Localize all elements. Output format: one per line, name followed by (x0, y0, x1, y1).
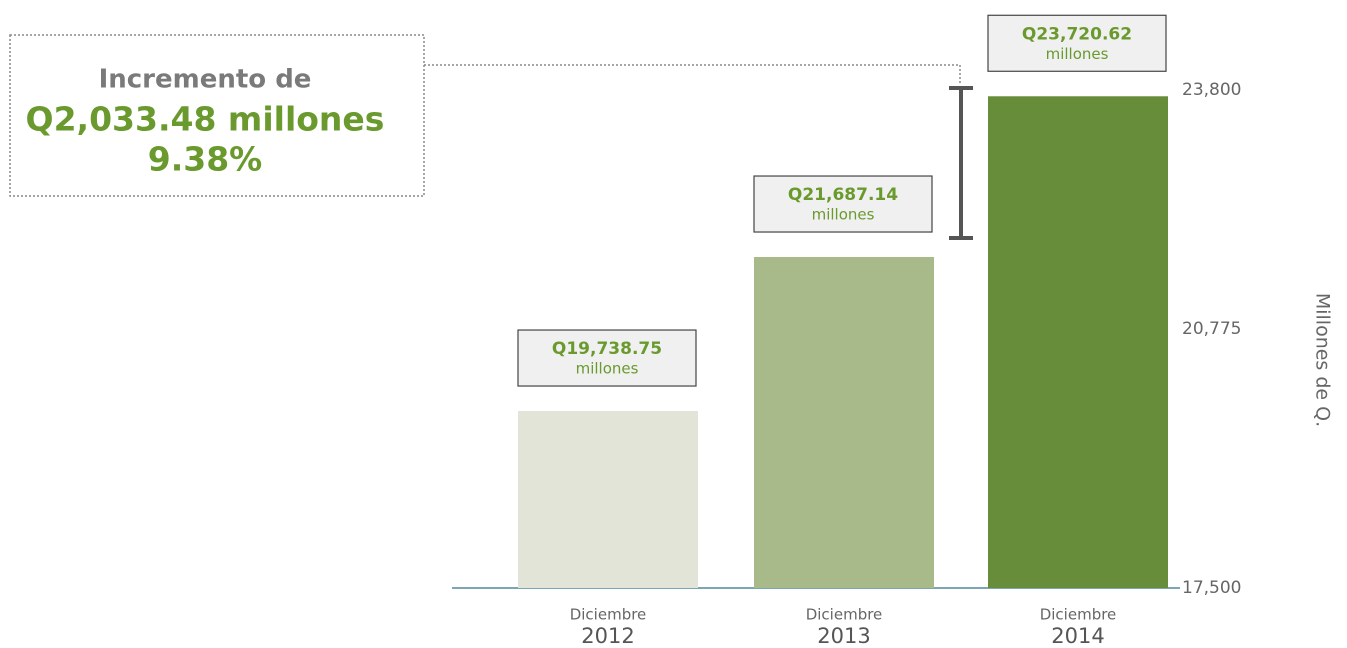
x-tick-month: Diciembre (570, 606, 647, 624)
x-tick-label: 2012 (581, 624, 634, 648)
y-tick-label: 17,500 (1182, 578, 1241, 598)
y-axis-label: Millones de Q. (1312, 293, 1334, 427)
annotation-text: Incremento de (99, 65, 312, 95)
value-label: Q19,738.75 (552, 339, 662, 359)
value-unit: millones (1046, 45, 1109, 63)
annotation-text: 9.38% (148, 140, 263, 179)
value-label-box (753, 175, 933, 233)
annotation-box (9, 34, 425, 197)
x-tick-label: 2014 (1051, 624, 1104, 648)
x-tick-month: Diciembre (1040, 606, 1117, 624)
bar (754, 257, 934, 588)
value-label-box (517, 329, 697, 387)
value-unit: millones (576, 360, 639, 378)
value-label: Q21,687.14 (788, 185, 898, 205)
y-tick-label: 23,800 (1182, 80, 1241, 100)
x-tick-label: 2013 (817, 624, 870, 648)
x-tick-month: Diciembre (806, 606, 883, 624)
value-unit: millones (812, 206, 875, 224)
annotation-text: Q2,033.48 millones (26, 100, 385, 139)
annotation-connector (424, 64, 961, 85)
value-label-box (987, 14, 1167, 72)
y-tick-label: 20,775 (1182, 319, 1241, 339)
value-label: Q23,720.62 (1022, 24, 1132, 44)
bar (988, 96, 1168, 588)
difference-bracket (949, 86, 973, 240)
bar (518, 411, 698, 588)
